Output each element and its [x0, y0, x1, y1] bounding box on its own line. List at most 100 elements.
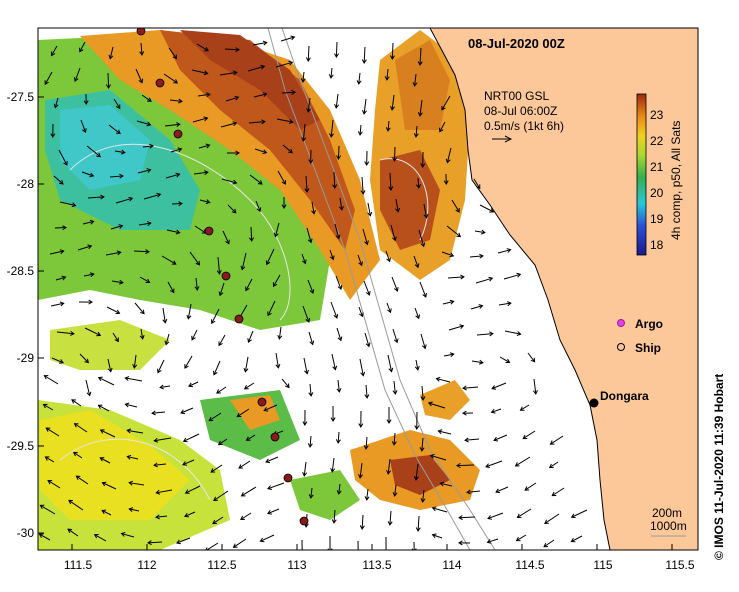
current-vector [195, 277, 198, 290]
current-vector-head [107, 367, 113, 373]
current-vector [71, 399, 82, 407]
current-vector-head [108, 54, 114, 60]
current-vector-head [116, 129, 121, 135]
current-vector [184, 355, 193, 369]
current-vector [527, 352, 536, 363]
current-vector-head [386, 419, 392, 424]
current-vector [247, 330, 254, 343]
current-vector [167, 281, 175, 293]
ship-station-marker[interactable] [173, 129, 183, 139]
current-vector-head [146, 121, 152, 127]
current-vector [139, 276, 150, 283]
current-vector-head [162, 318, 168, 324]
current-vector-head [73, 423, 79, 428]
current-vector [498, 302, 511, 306]
current-vector-head [429, 453, 435, 459]
current-vector-head [101, 509, 107, 515]
current-vector [463, 386, 479, 389]
current-vector-head [191, 335, 196, 341]
current-vector [107, 358, 112, 372]
ship-station-marker[interactable] [270, 432, 280, 442]
current-vector [307, 279, 314, 294]
current-vector-head [132, 364, 138, 369]
current-vector [335, 275, 342, 290]
current-vector-head [516, 331, 522, 336]
ship-station-marker[interactable] [257, 397, 267, 407]
dongara-marker[interactable] [589, 398, 599, 408]
current-vector [392, 328, 398, 343]
current-vector-head [204, 46, 209, 52]
ship-stations [136, 27, 309, 526]
current-vector [47, 480, 61, 489]
ship-station-marker[interactable] [283, 473, 293, 483]
ship-station-marker[interactable] [299, 516, 309, 526]
current-vector-head [514, 462, 520, 467]
current-vector [166, 229, 180, 234]
current-vector [45, 427, 60, 437]
current-vector-head [99, 429, 105, 434]
current-vector [111, 280, 123, 284]
current-vector [456, 464, 475, 467]
current-vector [165, 173, 180, 179]
current-vector [267, 508, 280, 515]
current-vector-head [267, 311, 272, 317]
current-vector [359, 462, 363, 478]
current-vector-head [417, 61, 423, 66]
current-vector [125, 403, 138, 408]
current-vector-head [464, 437, 469, 443]
colorbar-tick: 18 [650, 238, 664, 252]
current-vector-head [275, 363, 281, 369]
ship-station-marker[interactable] [136, 27, 146, 36]
current-vector [309, 435, 312, 448]
ship-station-marker[interactable] [221, 271, 231, 281]
current-vector-head [218, 341, 223, 347]
current-vector-head [170, 288, 175, 294]
current-vector [40, 504, 56, 515]
current-vector [391, 42, 394, 60]
current-vector-head [72, 451, 78, 457]
ship-station-marker[interactable] [204, 226, 214, 236]
current-vector [133, 354, 137, 368]
current-vector-head [71, 202, 77, 208]
current-vector [188, 381, 199, 387]
current-vector-head [205, 199, 211, 205]
current-vector [68, 500, 84, 511]
current-vector-head [490, 408, 496, 414]
current-vector-head [263, 406, 269, 412]
lon-tick-label: 111.5 [64, 558, 93, 572]
current-vector [233, 538, 247, 548]
ship-station-marker[interactable] [155, 78, 165, 88]
current-vector [82, 220, 94, 225]
current-vector [335, 41, 338, 58]
current-vector [197, 93, 210, 97]
current-vector [79, 41, 86, 52]
colorbar-tick: 20 [650, 186, 664, 200]
current-vector [212, 516, 224, 525]
current-vector [361, 514, 364, 530]
current-vector [465, 438, 480, 441]
current-vector-head [301, 137, 307, 142]
current-vector-head [385, 127, 391, 132]
current-vector [199, 199, 210, 203]
current-vector-head [491, 385, 497, 390]
current-vector-head [281, 180, 286, 185]
current-vector [105, 251, 121, 256]
current-vector-head [176, 539, 181, 545]
current-vector [276, 118, 293, 123]
current-vector [430, 454, 447, 461]
current-vector-head [53, 103, 59, 109]
current-vector-head [212, 370, 218, 376]
current-vector-head [58, 180, 64, 185]
current-vector-head [96, 152, 102, 158]
ship-station-marker[interactable] [234, 314, 244, 324]
current-vector [156, 515, 168, 518]
current-vector-head [97, 404, 103, 410]
current-vector-head [334, 104, 340, 109]
current-vector-head [155, 489, 161, 495]
current-vector-head [114, 337, 119, 343]
current-vector-head [392, 390, 398, 395]
current-vector [446, 225, 461, 237]
current-vector-head [59, 359, 64, 364]
current-vector [391, 276, 398, 292]
current-vector-head [288, 148, 293, 154]
